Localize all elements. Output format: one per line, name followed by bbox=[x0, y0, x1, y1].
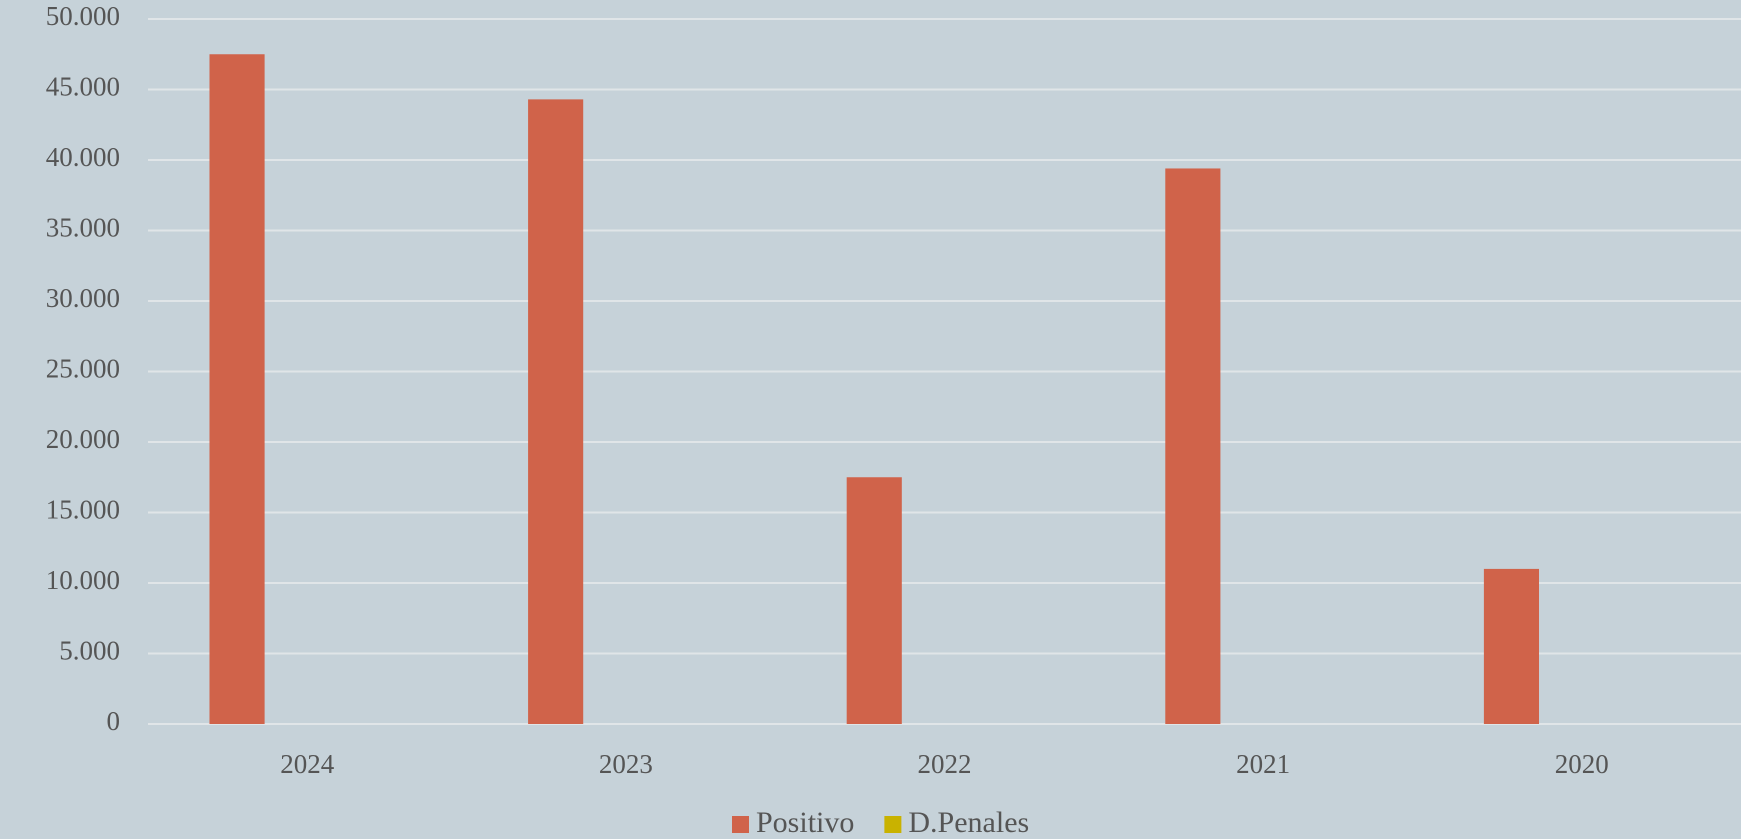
y-tick-label: 10.000 bbox=[46, 565, 120, 595]
bar bbox=[209, 54, 265, 724]
y-tick-label: 0 bbox=[107, 706, 121, 736]
legend-swatch bbox=[732, 816, 749, 833]
y-tick-label: 45.000 bbox=[46, 72, 120, 102]
bar bbox=[1165, 168, 1221, 724]
legend-label: Positivo bbox=[756, 806, 854, 839]
y-tick-label: 25.000 bbox=[46, 354, 120, 384]
y-tick-label: 20.000 bbox=[46, 424, 120, 454]
bar bbox=[846, 477, 902, 724]
legend-swatch bbox=[884, 816, 902, 833]
y-tick-label: 50.000 bbox=[46, 1, 120, 31]
y-tick-label: 5.000 bbox=[59, 636, 120, 666]
y-tick-label: 40.000 bbox=[46, 142, 120, 172]
x-tick-label: 2024 bbox=[280, 749, 335, 779]
x-tick-label: 2020 bbox=[1555, 749, 1609, 779]
y-tick-label: 35.000 bbox=[46, 213, 120, 243]
bar bbox=[1483, 568, 1540, 724]
legend-label: D.Penales bbox=[908, 806, 1029, 839]
x-tick-label: 2022 bbox=[918, 749, 972, 779]
y-tick-label: 30.000 bbox=[46, 283, 120, 313]
x-tick-label: 2023 bbox=[599, 749, 653, 779]
bar bbox=[528, 99, 584, 725]
x-tick-label: 2021 bbox=[1236, 749, 1290, 779]
y-tick-label: 15.000 bbox=[46, 495, 120, 525]
